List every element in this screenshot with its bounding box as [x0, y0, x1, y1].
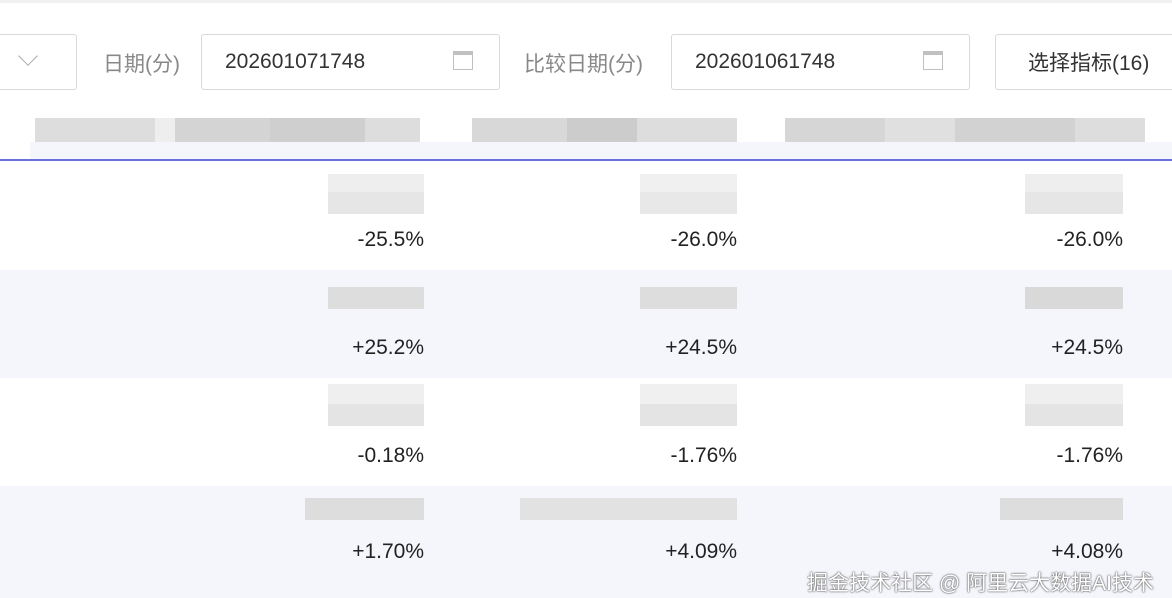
date-value: 202601071748	[225, 50, 366, 73]
value-cell: -26.0%	[1056, 228, 1123, 251]
compare-date-label: 比较日期(分)	[524, 53, 643, 76]
date-label: 日期(分)	[103, 53, 180, 76]
compare-date-picker[interactable]: 202601061748	[671, 34, 970, 90]
value-cell: +4.08%	[1051, 540, 1123, 563]
value-cell: +4.09%	[665, 540, 737, 563]
value-cell: -26.0%	[670, 228, 737, 251]
table-row: -0.18% -1.76% -1.76%	[0, 378, 1172, 486]
select-metrics-label: 选择指标(16)	[1028, 52, 1150, 75]
header-underline	[0, 159, 1172, 161]
select-dropdown[interactable]	[0, 34, 77, 90]
value-cell: -1.76%	[670, 444, 737, 467]
calendar-icon	[923, 51, 943, 70]
select-metrics-button[interactable]: 选择指标(16)	[995, 34, 1172, 90]
watermark: 掘金技术社区 @ 阿里云大数据AI技术	[807, 572, 1154, 595]
table-row: +1.70% +4.09% +4.08%	[0, 486, 1172, 598]
value-cell: -1.76%	[1056, 444, 1123, 467]
column-header-blurred	[785, 118, 1145, 142]
value-cell: -0.18%	[357, 444, 424, 467]
value-cell: +24.5%	[1051, 336, 1123, 359]
compare-date-value: 202601061748	[695, 50, 836, 73]
value-cell: -25.5%	[357, 228, 424, 251]
column-header-blurred	[472, 118, 737, 142]
date-picker[interactable]: 202601071748	[201, 34, 500, 90]
value-cell: +25.2%	[352, 336, 424, 359]
value-cell: +24.5%	[665, 336, 737, 359]
chevron-down-icon	[18, 46, 38, 66]
column-header-blurred	[35, 118, 420, 142]
calendar-icon	[453, 51, 473, 70]
header-background	[30, 142, 1172, 159]
table-row: -25.5% -26.0% -26.0%	[0, 162, 1172, 270]
top-divider	[0, 0, 1172, 3]
table-row: +25.2% +24.5% +24.5%	[0, 270, 1172, 378]
value-cell: +1.70%	[352, 540, 424, 563]
